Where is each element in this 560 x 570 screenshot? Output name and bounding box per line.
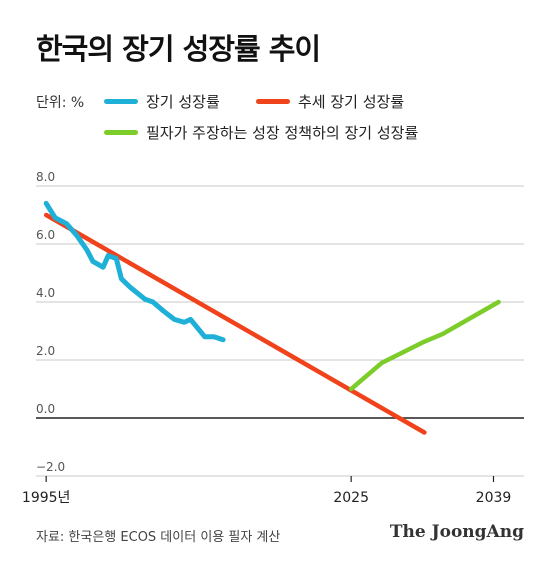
x-tick-label: 1995년: [22, 490, 71, 506]
legend-label-policy-growth: 필자가 주장하는 성장 정책하의 장기 성장률: [146, 124, 419, 142]
legend-swatch-blue: [104, 99, 138, 104]
x-tick-label: 2025: [333, 490, 369, 506]
legend-label-trend-growth: 추세 장기 성장률: [298, 93, 405, 111]
legend-item-policy-growth: 필자가 주장하는 성장 정책하의 장기 성장률: [104, 122, 418, 143]
series-line-trend-growth: [43, 212, 427, 435]
legend-label-long-term-growth: 장기 성장률: [146, 93, 220, 111]
legend-item-trend-growth: 추세 장기 성장률: [256, 91, 404, 112]
series-line-policy-growth: [348, 299, 501, 392]
series-line-long-term-growth: [43, 200, 226, 343]
y-tick-label: 6.0: [36, 228, 55, 242]
legend-item-long-term-growth: 장기 성장률: [104, 91, 220, 112]
y-tick-label: −2.0: [36, 460, 65, 474]
legend-swatch-red: [256, 99, 290, 104]
y-tick-label: 4.0: [36, 286, 55, 300]
legend-swatch-green: [104, 130, 138, 135]
x-tick-label: 2039: [476, 490, 512, 506]
source-note: 자료: 한국은행 ECOS 데이터 이용 필자 계산: [36, 530, 281, 545]
y-tick-label: 0.0: [36, 402, 55, 416]
y-tick-label: 2.0: [36, 344, 55, 358]
y-tick-label: 8.0: [36, 170, 55, 184]
brand-logo-text: The JoongAng: [389, 522, 524, 542]
unit-label: 단위: %: [36, 95, 85, 111]
chart-title: 한국의 장기 성장률 추이: [36, 32, 321, 66]
